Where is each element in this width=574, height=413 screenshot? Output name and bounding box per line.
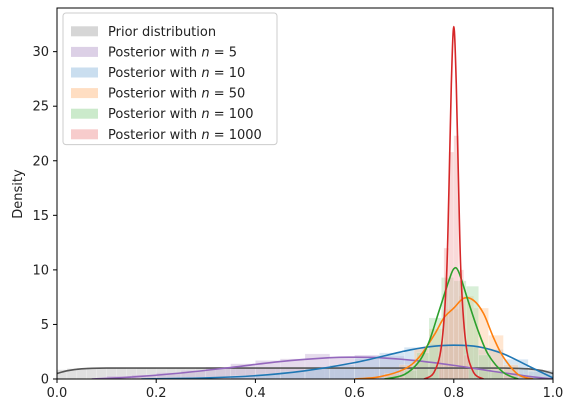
legend-label-0: Prior distribution [108,25,216,40]
legend-swatch-0 [71,26,98,37]
legend-label-3: Posterior with n = 50 [108,87,245,102]
legend-label-5: Posterior with n = 1000 [108,128,262,143]
legend-swatch-5 [71,129,98,140]
y-tick-label-1: 5 [41,318,49,333]
histogram-bar-5-3 [453,135,460,379]
histogram-bar-4-6 [478,354,492,379]
legend-label-4: Posterior with n = 100 [108,107,254,122]
legend-label-1: Posterior with n = 5 [108,45,237,60]
x-tick-label-0: 0.0 [47,386,68,401]
y-tick-label-5: 25 [32,100,49,115]
histogram-bar-0-4 [96,368,107,379]
histogram-bar-2-10 [478,349,504,379]
legend-swatch-4 [71,108,98,119]
y-tick-label-6: 30 [32,45,49,60]
legend-swatch-3 [71,88,98,99]
density-curve-layer [57,25,553,379]
legend-swatch-2 [71,67,98,78]
y-tick-label-3: 15 [32,209,49,224]
plot-frame [56,7,554,380]
histogram-bar-5-2 [448,151,455,379]
y-tick-label-0: 0 [41,373,49,388]
histogram-bar-4-7 [490,370,504,379]
density-curve-0 [57,367,553,375]
x-tick-label-3: 0.6 [344,386,365,401]
y-axis: 0 5 10 15 20 25 30 [32,45,57,388]
density-curve-3 [354,296,534,379]
x-tick-label-2: 0.4 [245,386,266,401]
y-tick-label-2: 10 [32,263,49,278]
histogram-bar-0-0 [57,369,68,379]
x-tick-label-4: 0.8 [443,386,464,401]
x-tick-label-5: 1.0 [543,386,564,401]
density-curve-5 [423,25,484,379]
x-axis: 0.0 0.2 0.4 0.6 0.8 1.0 [47,379,564,401]
density-curve-4 [384,266,519,379]
legend-swatch-1 [71,46,98,57]
y-tick-label-4: 20 [32,154,49,169]
histogram-bar-1-10 [354,354,380,379]
legend-box [62,12,278,146]
legend: Prior distribution Posterior with n = 5 Po… [62,12,278,146]
histogram-bar-3-4 [443,308,460,379]
x-tick-label-1: 0.2 [146,386,167,401]
density-curve-2 [141,344,553,379]
density-curve-1 [91,356,553,379]
legend-label-2: Posterior with n = 10 [108,66,245,81]
y-axis-label: Density [11,169,26,219]
histogram-bar-1-3 [180,370,207,379]
